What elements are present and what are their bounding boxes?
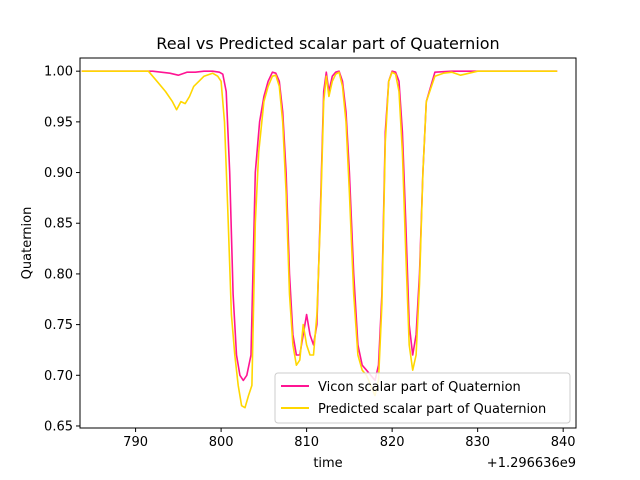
series-line-2 <box>81 70 558 409</box>
x-tick-label: 810 <box>294 435 319 450</box>
legend-label-1: Vicon scalar part of Quaternion <box>318 380 521 395</box>
x-tick-label: 840 <box>551 435 576 450</box>
y-axis-title: Quaternion <box>20 207 35 280</box>
legend-box <box>274 372 571 424</box>
y-tick-label: 1.00 <box>44 65 73 80</box>
y-tick-label: 0.95 <box>44 115 73 130</box>
x-tick-label: 790 <box>123 435 148 450</box>
y-tick-label: 0.85 <box>44 217 73 232</box>
plot-area: 790 800 810 820 830 840 0.65 0.70 0.75 0.80 0.85 0.… <box>44 57 577 450</box>
y-tick-label: 0.80 <box>44 267 73 282</box>
y-tick-label: 0.70 <box>44 369 73 384</box>
y-tick-label: 0.90 <box>44 166 73 181</box>
x-axis-title: time <box>313 456 342 471</box>
axes-frame <box>79 57 577 429</box>
x-tick-label: 800 <box>209 435 234 450</box>
y-tick-label: 0.75 <box>44 318 73 333</box>
chart-title: Real vs Predicted scalar part of Quatern… <box>156 34 499 53</box>
x-tick-label: 830 <box>465 435 490 450</box>
legend: Vicon scalar part of Quaternion Predicted… <box>274 372 571 424</box>
x-tick-label: 820 <box>380 435 405 450</box>
x-axis-offset-label: +1.296636e9 <box>487 456 576 471</box>
legend-label-2: Predicted scalar part of Quaternion <box>318 402 546 417</box>
y-tick-label: 0.65 <box>44 419 73 434</box>
